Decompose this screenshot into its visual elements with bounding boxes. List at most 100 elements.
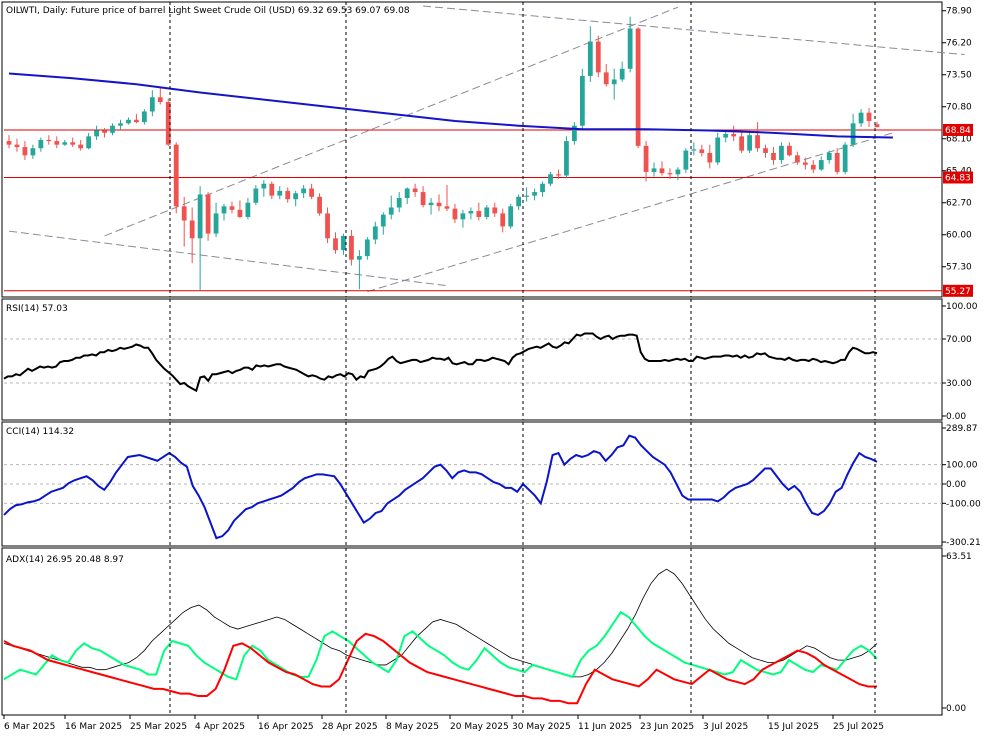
candle-body (484, 207, 490, 217)
candle-body (643, 145, 649, 172)
candle (508, 203, 514, 229)
rsi-y-axis: 100.00 70.00 30.00 0.00 (942, 302, 978, 422)
time-tick-label: 6 Mar 2025 (4, 722, 55, 732)
candle (763, 144, 768, 158)
candle (771, 147, 776, 165)
panel-y-tick-label: -300.21 (946, 538, 981, 548)
candle-body (715, 137, 721, 163)
candle-body (619, 68, 625, 80)
price-level-badge (943, 284, 973, 297)
candle (118, 119, 123, 130)
candle (755, 122, 760, 152)
candle (6, 135, 12, 149)
rsi-panel[interactable]: RSI(14) 57.03 100.00 70.00 30.00 0.00 (1, 298, 978, 422)
candle-body (141, 111, 147, 123)
candle-body (285, 190, 291, 200)
candle-body (126, 119, 131, 124)
candle (699, 144, 705, 157)
cci-panel[interactable]: CCI(14) 114.32 289.87 100.00 0.00 -100.00 -3… (1, 421, 981, 548)
candle (643, 141, 649, 182)
candle (850, 113, 856, 148)
adx-y-axis: 63.51 0.00 (942, 552, 972, 714)
cci-y-axis: 289.87 100.00 0.00 -100.00 -300.21 (942, 424, 981, 548)
candle-body (110, 125, 115, 133)
candle-body (6, 141, 12, 145)
candle (86, 132, 92, 150)
candle-body (94, 130, 99, 137)
candle-body (70, 142, 76, 145)
candle-body (572, 125, 577, 142)
candle (675, 167, 681, 181)
candle-body (197, 194, 203, 239)
channel-line (423, 5, 965, 56)
candle-body (444, 206, 450, 209)
candle (22, 141, 28, 161)
candle-body (771, 152, 776, 161)
time-tick-label: 8 May 2025 (386, 722, 439, 732)
candle (181, 196, 187, 247)
candle (229, 201, 235, 214)
candle (173, 142, 179, 214)
candle (468, 207, 474, 220)
candle (285, 187, 291, 203)
candle (476, 202, 482, 221)
candle-body (309, 188, 314, 197)
candle-body (826, 152, 832, 161)
candle (237, 200, 243, 219)
candle (94, 125, 99, 140)
candle-body (810, 164, 816, 170)
candle-body (476, 211, 482, 217)
candle (683, 148, 689, 174)
candle-body (293, 193, 299, 200)
candle-body (675, 169, 681, 175)
candle-body (659, 168, 665, 174)
candle-body (802, 162, 808, 165)
candle-body (468, 211, 474, 214)
candle (452, 203, 458, 223)
candle (317, 193, 322, 216)
candle-body (157, 97, 163, 102)
candle-body (595, 41, 601, 73)
candle (14, 138, 20, 152)
candle (269, 181, 275, 200)
candle (325, 207, 330, 244)
candle (165, 98, 171, 146)
moving-average-line (8, 72, 893, 139)
adx-panel-frame (1, 547, 943, 716)
candle-body (356, 256, 362, 260)
candle (707, 144, 713, 169)
candle (635, 27, 641, 149)
candle (420, 186, 426, 208)
candle (396, 192, 402, 213)
candle-body (707, 152, 713, 163)
price-level-badge (943, 123, 973, 136)
candle (205, 192, 211, 241)
candle-body (524, 195, 530, 197)
candle-body (564, 141, 569, 176)
candle (659, 161, 665, 176)
candle-body (396, 198, 402, 208)
candle (293, 190, 299, 207)
candle-body (14, 144, 20, 148)
indicator-line (3, 434, 878, 540)
candle-body (492, 207, 498, 214)
candle (866, 107, 872, 127)
candle (524, 187, 530, 202)
candle (611, 68, 617, 100)
price-plot (4, 5, 965, 293)
candle-body (755, 135, 760, 149)
candle (842, 142, 848, 175)
candle (110, 123, 115, 136)
candle-body (874, 124, 880, 128)
candle (627, 16, 633, 73)
candle (810, 160, 816, 174)
time-tick-label: 16 Mar 2025 (65, 722, 122, 732)
candle (221, 203, 227, 221)
candle (197, 186, 203, 291)
candle (46, 135, 52, 145)
candle-body (277, 190, 283, 196)
adx-panel[interactable]: ADX(14) 26.95 20.48 8.97 63.51 0.00 (1, 547, 972, 716)
candle-body (22, 147, 28, 156)
price-panel[interactable]: OILWTI, Daily: Future price of barrel Li… (1, 1, 973, 298)
